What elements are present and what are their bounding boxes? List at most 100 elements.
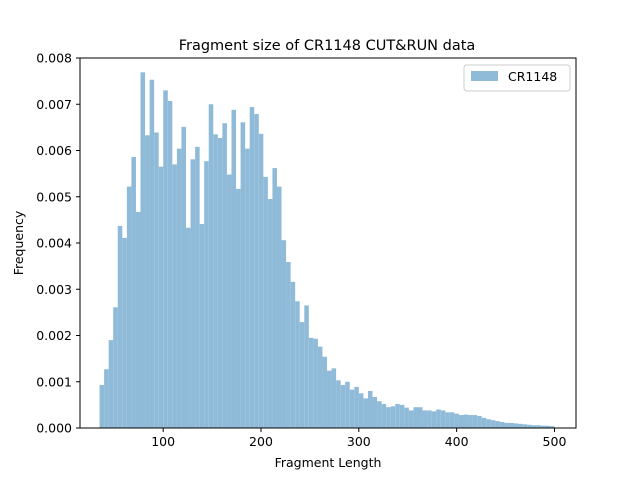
histogram-bar xyxy=(222,123,227,429)
histogram-bar xyxy=(440,410,446,428)
histogram-bar xyxy=(390,406,396,428)
histogram-bar xyxy=(167,101,173,428)
histogram-bar xyxy=(317,346,323,428)
histogram-bar xyxy=(135,212,141,428)
histogram-bar xyxy=(286,261,291,428)
histogram-bar xyxy=(154,132,159,428)
histogram-bar xyxy=(527,424,532,428)
histogram-bar xyxy=(490,420,496,428)
histogram-bar xyxy=(477,415,482,428)
histogram-bar xyxy=(267,199,273,428)
histogram-bar xyxy=(295,301,300,428)
histogram-bar xyxy=(249,107,255,429)
histogram-bar xyxy=(176,148,182,428)
histogram-bar xyxy=(195,146,200,429)
histogram-bar xyxy=(158,166,164,428)
histogram-bar xyxy=(354,386,359,428)
histogram-bar xyxy=(513,423,519,428)
histogram-bar xyxy=(299,322,305,428)
histogram-bar xyxy=(304,305,309,428)
histogram-bar xyxy=(404,407,409,428)
histogram-bar xyxy=(463,414,469,428)
histogram-bar xyxy=(436,409,441,428)
histogram-bar xyxy=(372,397,378,428)
histogram-bar xyxy=(422,410,428,428)
histogram-bar xyxy=(427,410,432,428)
histogram-bar xyxy=(204,161,209,428)
histogram-bar xyxy=(117,225,123,428)
histogram-bar xyxy=(126,186,132,428)
legend-label: CR1148 xyxy=(508,69,557,84)
histogram-bar xyxy=(367,391,373,428)
histogram-bar xyxy=(481,417,487,428)
histogram-bar xyxy=(231,109,237,429)
y-tick-label: 0.008 xyxy=(36,51,72,66)
histogram-bar xyxy=(308,337,314,428)
histogram-bar xyxy=(518,423,523,428)
y-tick-label: 0.003 xyxy=(36,282,72,297)
histogram-bar xyxy=(377,401,382,428)
y-tick-label: 0.007 xyxy=(36,97,72,112)
histogram-bar xyxy=(540,425,546,428)
histogram-bar xyxy=(281,240,287,428)
chart-title: Fragment size of CR1148 CUT&RUN data xyxy=(179,38,476,54)
histogram-bar xyxy=(199,224,205,428)
histogram-bar xyxy=(522,424,528,428)
histogram-bar xyxy=(395,403,400,428)
histogram-bar xyxy=(149,79,155,429)
histogram-bar xyxy=(313,338,318,428)
y-tick-label: 0.004 xyxy=(36,236,72,251)
histogram-bar xyxy=(386,407,391,428)
legend-swatch xyxy=(471,71,498,81)
histogram-bar xyxy=(163,90,168,428)
histogram-bar xyxy=(431,411,437,428)
x-tick-label: 500 xyxy=(543,434,567,449)
histogram-bar xyxy=(108,340,114,428)
histogram-bar xyxy=(254,113,259,429)
y-axis-ticks: 0.000 0.001 0.002 0.003 0.004 0.005 0.006 0.007… xyxy=(36,51,80,436)
histogram-bar xyxy=(458,415,464,428)
histogram-bar xyxy=(131,156,136,428)
histogram-bar xyxy=(454,413,459,428)
histogram-bar xyxy=(472,415,478,428)
x-tick-label: 300 xyxy=(347,434,371,449)
y-tick-label: 0.006 xyxy=(36,143,72,158)
histogram-bar xyxy=(418,407,423,428)
histogram-bar xyxy=(226,174,232,428)
histogram-bar xyxy=(122,237,127,428)
histogram-bar xyxy=(399,404,405,428)
histogram-bar xyxy=(263,176,268,428)
y-tick-label: 0.002 xyxy=(36,328,72,343)
histogram-bar xyxy=(445,412,450,428)
histogram-bar xyxy=(145,135,150,429)
histogram-bar xyxy=(327,370,332,428)
histogram-bars xyxy=(99,72,555,429)
histogram-bar xyxy=(113,307,118,428)
histogram-bar xyxy=(545,425,550,428)
y-tick-label: 0.000 xyxy=(36,421,72,436)
histogram-bar xyxy=(495,421,500,428)
histogram-bar xyxy=(531,425,537,428)
histogram-bar xyxy=(104,369,109,428)
histogram-bar xyxy=(181,126,186,428)
y-tick-label: 0.001 xyxy=(36,374,72,389)
histogram-bar xyxy=(340,384,346,428)
histogram-bar xyxy=(258,133,264,428)
plot-area-frame xyxy=(79,57,577,429)
histogram-bar xyxy=(276,186,282,428)
histogram-bar xyxy=(336,380,341,428)
histogram-bar xyxy=(499,421,505,428)
histogram-bar xyxy=(468,415,473,428)
histogram-bar xyxy=(358,393,364,428)
histogram-bar xyxy=(240,122,246,428)
histogram-bar xyxy=(408,410,414,428)
legend: CR1148 xyxy=(463,64,571,92)
histogram-bar xyxy=(245,148,250,428)
histogram-bar xyxy=(345,381,350,428)
y-axis-label: Frequency xyxy=(11,210,26,275)
histogram-bar xyxy=(331,368,337,428)
histogram-bar xyxy=(486,419,491,428)
x-tick-label: 200 xyxy=(249,434,273,449)
histogram-bar xyxy=(536,425,541,428)
